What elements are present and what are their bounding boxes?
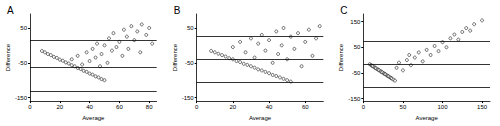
svg-text:40: 40 [266,104,273,110]
svg-text:-150: -150 [15,95,28,101]
svg-text:0: 0 [195,104,199,110]
svg-text:C: C [340,5,347,16]
svg-text:-150: -150 [348,96,361,102]
svg-text:Average: Average [82,115,105,121]
svg-text:Average: Average [249,115,272,121]
svg-text:Difference: Difference [5,43,11,71]
svg-text:50: 50 [187,25,194,31]
svg-text:20: 20 [230,104,237,110]
svg-text:40: 40 [86,104,93,110]
svg-text:20: 20 [56,104,63,110]
svg-text:60: 60 [302,104,309,110]
svg-text:B: B [174,5,181,16]
svg-text:100: 100 [437,104,448,110]
svg-text:Average: Average [416,115,439,121]
svg-text:Difference: Difference [172,43,178,71]
svg-text:80: 80 [146,104,153,110]
svg-text:-50: -50 [185,60,194,66]
svg-text:Difference: Difference [338,43,344,71]
svg-text:0: 0 [362,104,366,110]
svg-text:50: 50 [20,25,27,31]
svg-text:50: 50 [354,44,361,50]
svg-text:-50: -50 [18,60,27,66]
svg-text:-50: -50 [352,70,361,76]
svg-text:60: 60 [116,104,123,110]
svg-text:A: A [7,5,14,16]
svg-text:150: 150 [477,104,488,110]
svg-text:-150: -150 [182,95,195,101]
svg-text:50: 50 [400,104,407,110]
svg-text:0: 0 [28,104,32,110]
svg-text:150: 150 [350,19,361,25]
